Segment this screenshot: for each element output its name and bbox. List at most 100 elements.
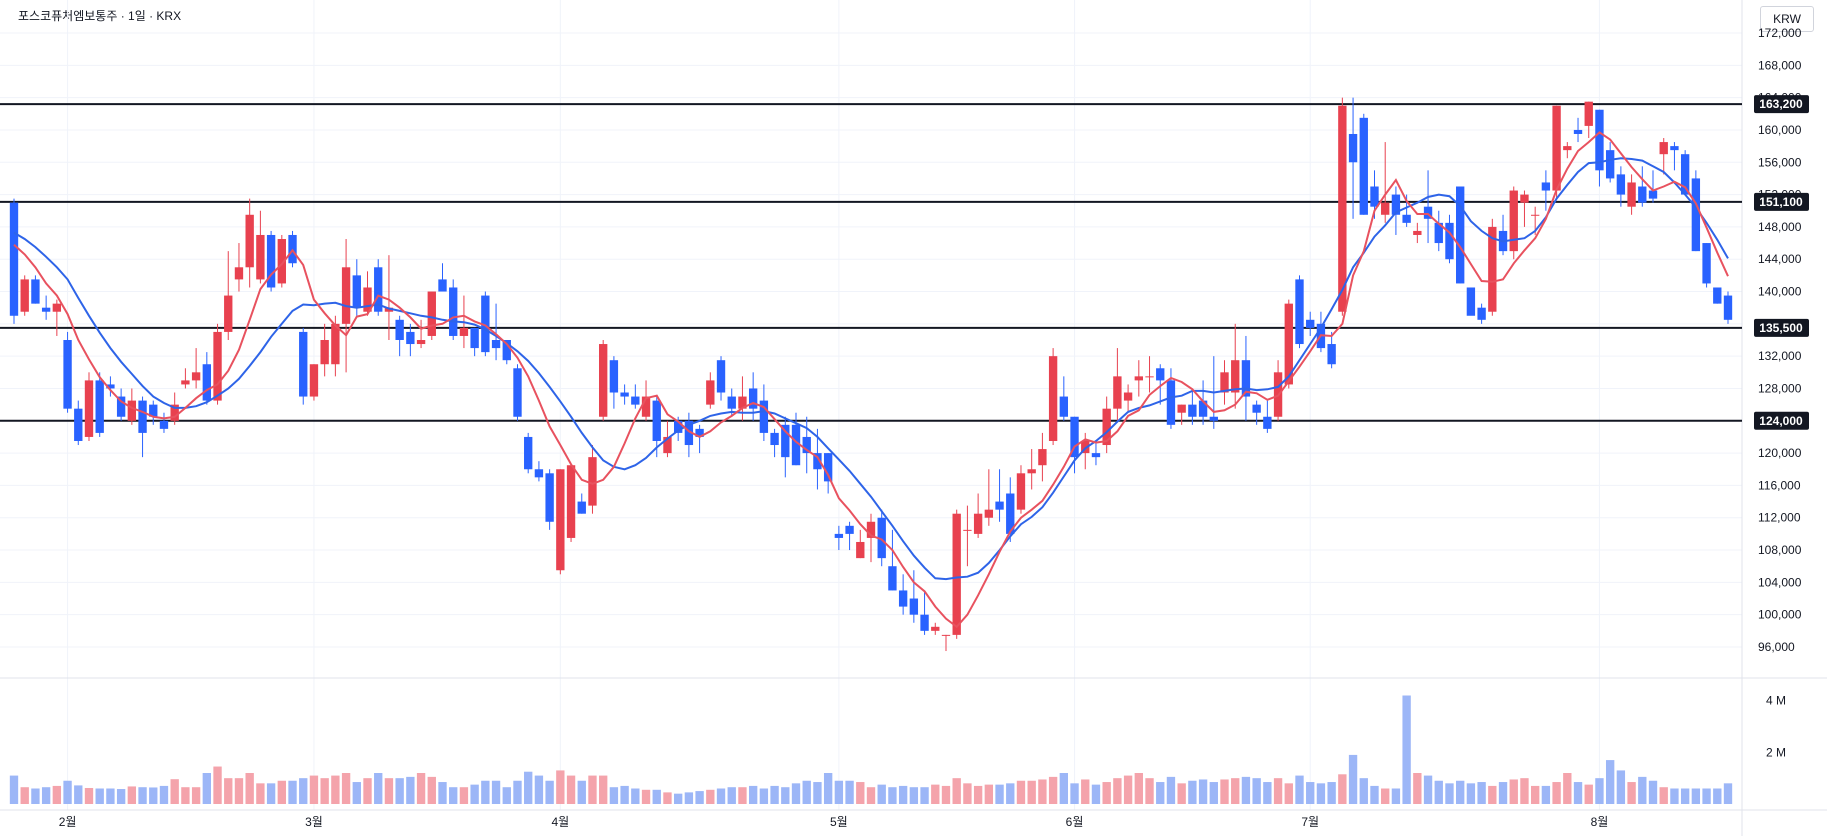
candle bbox=[1145, 356, 1154, 393]
volume-bar bbox=[170, 779, 179, 804]
candle-body bbox=[1252, 404, 1261, 413]
volume-bar bbox=[245, 773, 254, 804]
volume-bar bbox=[1605, 760, 1615, 804]
volume-bar bbox=[599, 775, 608, 804]
candle-body bbox=[1520, 194, 1529, 203]
candle-body bbox=[1027, 469, 1036, 474]
volume-bar bbox=[1723, 783, 1733, 804]
candle-body bbox=[127, 400, 137, 421]
candle bbox=[1241, 335, 1251, 421]
candle-body bbox=[952, 513, 961, 635]
candle bbox=[1723, 291, 1733, 324]
candle-body bbox=[813, 453, 822, 470]
volume-bar bbox=[1359, 778, 1368, 804]
candle bbox=[491, 303, 501, 361]
volume-bar bbox=[631, 788, 640, 804]
volume-bar bbox=[149, 787, 158, 804]
candle-body bbox=[963, 529, 972, 531]
volume-bar bbox=[9, 775, 19, 804]
candle bbox=[374, 259, 383, 316]
candle-body bbox=[149, 404, 158, 417]
candle-body bbox=[106, 384, 115, 389]
candle-body bbox=[1423, 206, 1433, 219]
time-tick-label: 6월 bbox=[1066, 815, 1084, 829]
volume-bar bbox=[1188, 780, 1197, 804]
candle bbox=[20, 275, 29, 316]
volume-bar bbox=[1595, 778, 1604, 804]
volume-bar bbox=[1423, 775, 1433, 804]
candle bbox=[1573, 117, 1583, 143]
horizontal-lines bbox=[0, 103, 1742, 422]
candle bbox=[1659, 138, 1668, 175]
price-label: 124,000 bbox=[1759, 414, 1803, 428]
candle bbox=[138, 396, 147, 458]
candle bbox=[1295, 275, 1304, 349]
candle-body bbox=[995, 501, 1004, 510]
candle-body bbox=[63, 340, 72, 409]
candle bbox=[1113, 348, 1122, 421]
volume-bar bbox=[941, 785, 951, 804]
candle-body bbox=[1456, 186, 1465, 284]
candle-body bbox=[781, 424, 790, 458]
volume-bar bbox=[1680, 788, 1690, 804]
volume-bar bbox=[1306, 782, 1315, 804]
candle bbox=[856, 529, 865, 559]
candle bbox=[1016, 465, 1026, 514]
volume-bar bbox=[1520, 778, 1529, 804]
candle bbox=[738, 376, 747, 421]
candle bbox=[1584, 101, 1593, 139]
candle-body bbox=[909, 598, 919, 615]
volume-bar bbox=[727, 787, 736, 804]
candle bbox=[1338, 97, 1347, 316]
candle bbox=[1381, 142, 1390, 223]
candle-body bbox=[202, 364, 212, 401]
volume-bar bbox=[481, 780, 490, 804]
candle bbox=[1595, 109, 1604, 187]
volume-bar bbox=[502, 787, 511, 804]
candle bbox=[909, 570, 919, 623]
candle bbox=[1702, 243, 1711, 288]
candle-body bbox=[706, 380, 715, 405]
volume-bar bbox=[1123, 775, 1133, 804]
volume-bar bbox=[1166, 776, 1176, 804]
candle bbox=[52, 299, 62, 336]
candle-body bbox=[341, 267, 351, 324]
volume-bar bbox=[1273, 778, 1283, 804]
volume-bar bbox=[1713, 788, 1722, 804]
candle-body bbox=[1466, 287, 1476, 316]
candle-body bbox=[1402, 214, 1411, 223]
candle bbox=[920, 590, 929, 635]
candle bbox=[63, 331, 72, 413]
candle bbox=[1252, 400, 1261, 425]
candle-body bbox=[1691, 178, 1701, 252]
candle-body bbox=[84, 380, 94, 437]
volume-bar bbox=[513, 780, 522, 804]
candle bbox=[941, 634, 951, 652]
candle bbox=[952, 509, 961, 639]
candle bbox=[181, 368, 190, 389]
candle bbox=[813, 428, 822, 490]
volume-bar bbox=[1477, 782, 1486, 804]
volume-bar bbox=[1252, 778, 1261, 804]
volume-bar bbox=[224, 778, 233, 804]
price-tick-label: 132,000 bbox=[1758, 349, 1802, 363]
volume-bar bbox=[1284, 783, 1293, 804]
candle-body bbox=[374, 267, 383, 312]
price-label-bg bbox=[1754, 192, 1809, 211]
volume-bar bbox=[1081, 779, 1090, 804]
candle bbox=[1413, 222, 1422, 244]
price-tick-label: 128,000 bbox=[1758, 381, 1802, 395]
candle-body bbox=[791, 424, 801, 466]
candle bbox=[438, 263, 447, 292]
volume-bar bbox=[1006, 783, 1015, 804]
candle-body bbox=[1370, 186, 1379, 207]
volume-bar bbox=[866, 787, 876, 804]
candle-body bbox=[1488, 226, 1497, 312]
candle-body bbox=[877, 517, 886, 559]
volume-bar bbox=[299, 778, 308, 804]
candle bbox=[41, 295, 51, 320]
candle bbox=[1359, 113, 1368, 215]
volume-bar bbox=[791, 783, 801, 804]
currency-button[interactable]: KRW bbox=[1760, 6, 1814, 32]
